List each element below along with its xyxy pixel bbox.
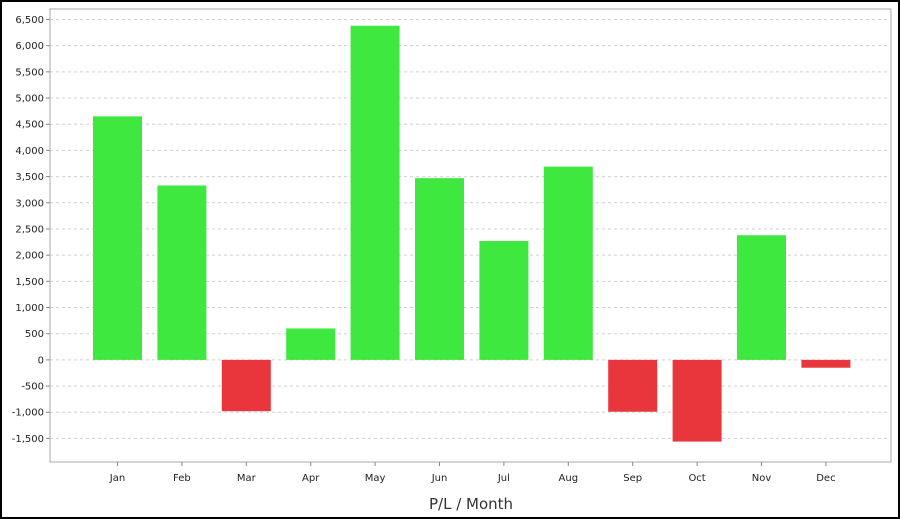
bar-mar xyxy=(221,359,271,412)
x-tick-label-dec: Dec xyxy=(816,473,835,484)
x-tick-label-mar: Mar xyxy=(237,473,257,484)
y-tick-label: 1,500 xyxy=(15,277,44,288)
bar-oct xyxy=(672,359,722,442)
x-tick-label-feb: Feb xyxy=(173,473,191,484)
y-tick-label: 6,000 xyxy=(15,41,44,52)
bar-may xyxy=(350,25,400,360)
y-tick-label: -1,500 xyxy=(12,434,44,445)
x-tick-label-apr: Apr xyxy=(302,473,320,484)
y-tick-label: 0 xyxy=(38,355,44,366)
y-tick-label: 3,500 xyxy=(15,172,44,183)
x-axis-ticks: Jan Feb Mar Apr May Jun Jul Aug Sep Oct Nov Dec xyxy=(109,462,836,484)
bar-nov xyxy=(737,235,786,360)
x-tick-label-jan: Jan xyxy=(109,473,125,484)
y-tick-label: -1,000 xyxy=(12,408,44,419)
x-tick-label-oct: Oct xyxy=(688,473,705,484)
y-axis-ticks: -1,500 -1,000 -500 0 500 1,000 1,500 2,000 2,500… xyxy=(12,15,50,445)
y-tick-label: 5,000 xyxy=(15,94,44,105)
x-tick-label-sep: Sep xyxy=(623,473,642,484)
grid-lines xyxy=(50,18,891,439)
y-tick-label: 2,500 xyxy=(15,224,44,235)
x-tick-label-nov: Nov xyxy=(752,473,772,484)
bar-jan xyxy=(93,116,142,360)
bar-aug xyxy=(543,166,593,360)
bar-feb xyxy=(157,185,207,360)
bars xyxy=(93,25,851,442)
y-tick-label: 4,500 xyxy=(15,120,44,131)
x-tick-label-aug: Aug xyxy=(559,473,579,484)
bar-sep xyxy=(608,359,658,412)
x-tick-label-jun: Jun xyxy=(431,473,448,484)
y-tick-label: 1,000 xyxy=(15,303,44,314)
y-tick-label: -500 xyxy=(21,382,44,393)
x-tick-label-may: May xyxy=(365,473,386,484)
y-tick-label: 2,000 xyxy=(15,251,44,262)
y-tick-label: 3,000 xyxy=(15,198,44,209)
y-tick-label: 6,500 xyxy=(15,15,44,26)
y-tick-label: 5,500 xyxy=(15,67,44,78)
bar-jul xyxy=(479,240,529,360)
x-tick-label-jul: Jul xyxy=(497,473,510,484)
bar-apr xyxy=(286,328,336,360)
bar-dec xyxy=(801,359,851,368)
y-tick-label: 4,000 xyxy=(15,146,44,157)
y-tick-label: 500 xyxy=(25,329,44,340)
x-axis-title: P/L / Month xyxy=(429,495,513,513)
bar-jun xyxy=(415,178,464,360)
